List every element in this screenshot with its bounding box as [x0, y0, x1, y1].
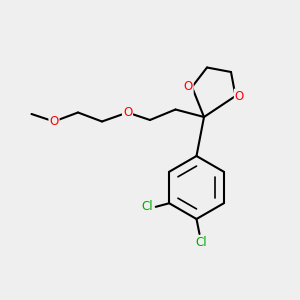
Text: Cl: Cl: [195, 236, 207, 249]
Text: O: O: [184, 80, 193, 94]
Text: Cl: Cl: [142, 200, 153, 213]
Text: O: O: [123, 106, 132, 119]
Text: O: O: [50, 115, 58, 128]
Text: O: O: [235, 89, 244, 103]
